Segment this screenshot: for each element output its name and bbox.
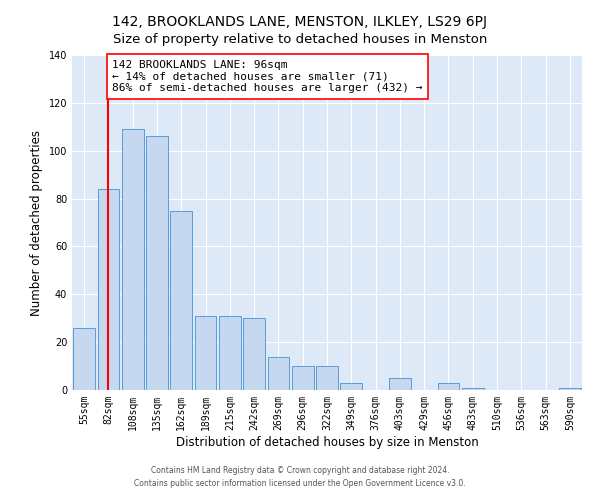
Bar (316, 366, 338, 390)
Bar (389, 378, 411, 390)
Bar (340, 383, 362, 390)
Bar (73, 328, 95, 390)
Bar (122, 129, 143, 390)
Text: Size of property relative to detached houses in Menston: Size of property relative to detached ho… (113, 32, 487, 46)
Bar (97, 189, 119, 390)
Bar (268, 356, 289, 390)
Bar (462, 388, 484, 390)
Text: 142, BROOKLANDS LANE, MENSTON, ILKLEY, LS29 6PJ: 142, BROOKLANDS LANE, MENSTON, ILKLEY, L… (113, 15, 487, 29)
Bar (437, 383, 460, 390)
Bar (559, 388, 581, 390)
Bar (243, 318, 265, 390)
Bar (146, 136, 168, 390)
Y-axis label: Number of detached properties: Number of detached properties (30, 130, 43, 316)
Bar (170, 210, 192, 390)
Text: 142 BROOKLANDS LANE: 96sqm
← 14% of detached houses are smaller (71)
86% of semi: 142 BROOKLANDS LANE: 96sqm ← 14% of deta… (112, 60, 422, 93)
Bar (219, 316, 241, 390)
Bar (292, 366, 314, 390)
Text: Contains HM Land Registry data © Crown copyright and database right 2024.
Contai: Contains HM Land Registry data © Crown c… (134, 466, 466, 487)
X-axis label: Distribution of detached houses by size in Menston: Distribution of detached houses by size … (176, 436, 478, 448)
Bar (194, 316, 217, 390)
